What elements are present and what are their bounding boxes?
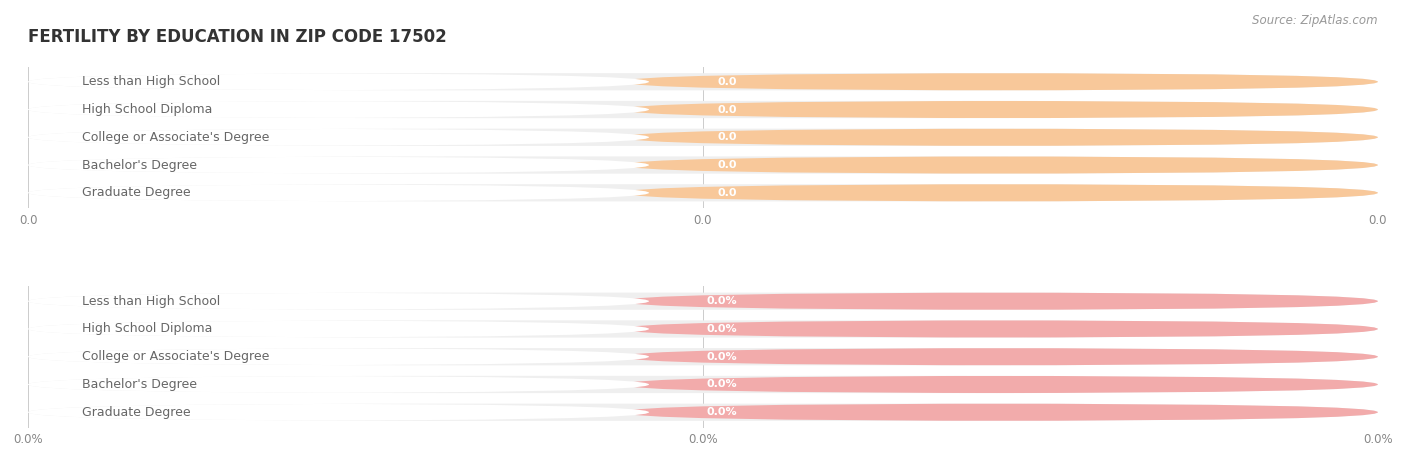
Text: 0.0: 0.0 — [717, 188, 737, 198]
FancyBboxPatch shape — [28, 404, 650, 421]
FancyBboxPatch shape — [28, 404, 1378, 421]
Text: Less than High School: Less than High School — [82, 294, 221, 308]
Text: 0.0: 0.0 — [717, 160, 737, 170]
Text: Bachelor's Degree: Bachelor's Degree — [82, 159, 197, 171]
FancyBboxPatch shape — [621, 293, 1378, 310]
FancyBboxPatch shape — [28, 348, 650, 365]
FancyBboxPatch shape — [621, 320, 1378, 338]
Text: 0.0: 0.0 — [717, 77, 737, 87]
Text: High School Diploma: High School Diploma — [82, 323, 212, 335]
Text: Bachelor's Degree: Bachelor's Degree — [82, 378, 197, 391]
FancyBboxPatch shape — [28, 293, 1378, 310]
Text: 0.0%: 0.0% — [706, 324, 737, 334]
FancyBboxPatch shape — [28, 156, 1378, 174]
FancyBboxPatch shape — [28, 129, 1378, 146]
FancyBboxPatch shape — [28, 376, 1378, 393]
FancyBboxPatch shape — [28, 129, 650, 146]
FancyBboxPatch shape — [28, 101, 650, 118]
FancyBboxPatch shape — [28, 101, 1378, 118]
FancyBboxPatch shape — [28, 73, 650, 90]
FancyBboxPatch shape — [28, 73, 1378, 90]
Text: Graduate Degree: Graduate Degree — [82, 186, 191, 200]
Text: FERTILITY BY EDUCATION IN ZIP CODE 17502: FERTILITY BY EDUCATION IN ZIP CODE 17502 — [28, 28, 447, 47]
FancyBboxPatch shape — [621, 129, 1378, 146]
FancyBboxPatch shape — [28, 156, 650, 174]
Text: Less than High School: Less than High School — [82, 75, 221, 88]
FancyBboxPatch shape — [621, 101, 1378, 118]
FancyBboxPatch shape — [621, 184, 1378, 201]
Text: Source: ZipAtlas.com: Source: ZipAtlas.com — [1253, 14, 1378, 27]
FancyBboxPatch shape — [621, 348, 1378, 365]
Text: College or Associate's Degree: College or Associate's Degree — [82, 131, 270, 144]
Text: Graduate Degree: Graduate Degree — [82, 406, 191, 419]
FancyBboxPatch shape — [621, 73, 1378, 90]
FancyBboxPatch shape — [28, 376, 650, 393]
FancyBboxPatch shape — [28, 184, 1378, 201]
Text: 0.0: 0.0 — [717, 132, 737, 142]
Text: 0.0%: 0.0% — [706, 296, 737, 306]
Text: 0.0: 0.0 — [717, 104, 737, 114]
FancyBboxPatch shape — [621, 156, 1378, 174]
Text: 0.0%: 0.0% — [706, 407, 737, 417]
FancyBboxPatch shape — [621, 376, 1378, 393]
Text: High School Diploma: High School Diploma — [82, 103, 212, 116]
FancyBboxPatch shape — [28, 320, 1378, 338]
FancyBboxPatch shape — [28, 293, 650, 310]
Text: 0.0%: 0.0% — [706, 380, 737, 390]
FancyBboxPatch shape — [621, 404, 1378, 421]
Text: 0.0%: 0.0% — [706, 352, 737, 362]
FancyBboxPatch shape — [28, 320, 650, 338]
FancyBboxPatch shape — [28, 184, 650, 201]
Text: College or Associate's Degree: College or Associate's Degree — [82, 350, 270, 363]
FancyBboxPatch shape — [28, 348, 1378, 365]
